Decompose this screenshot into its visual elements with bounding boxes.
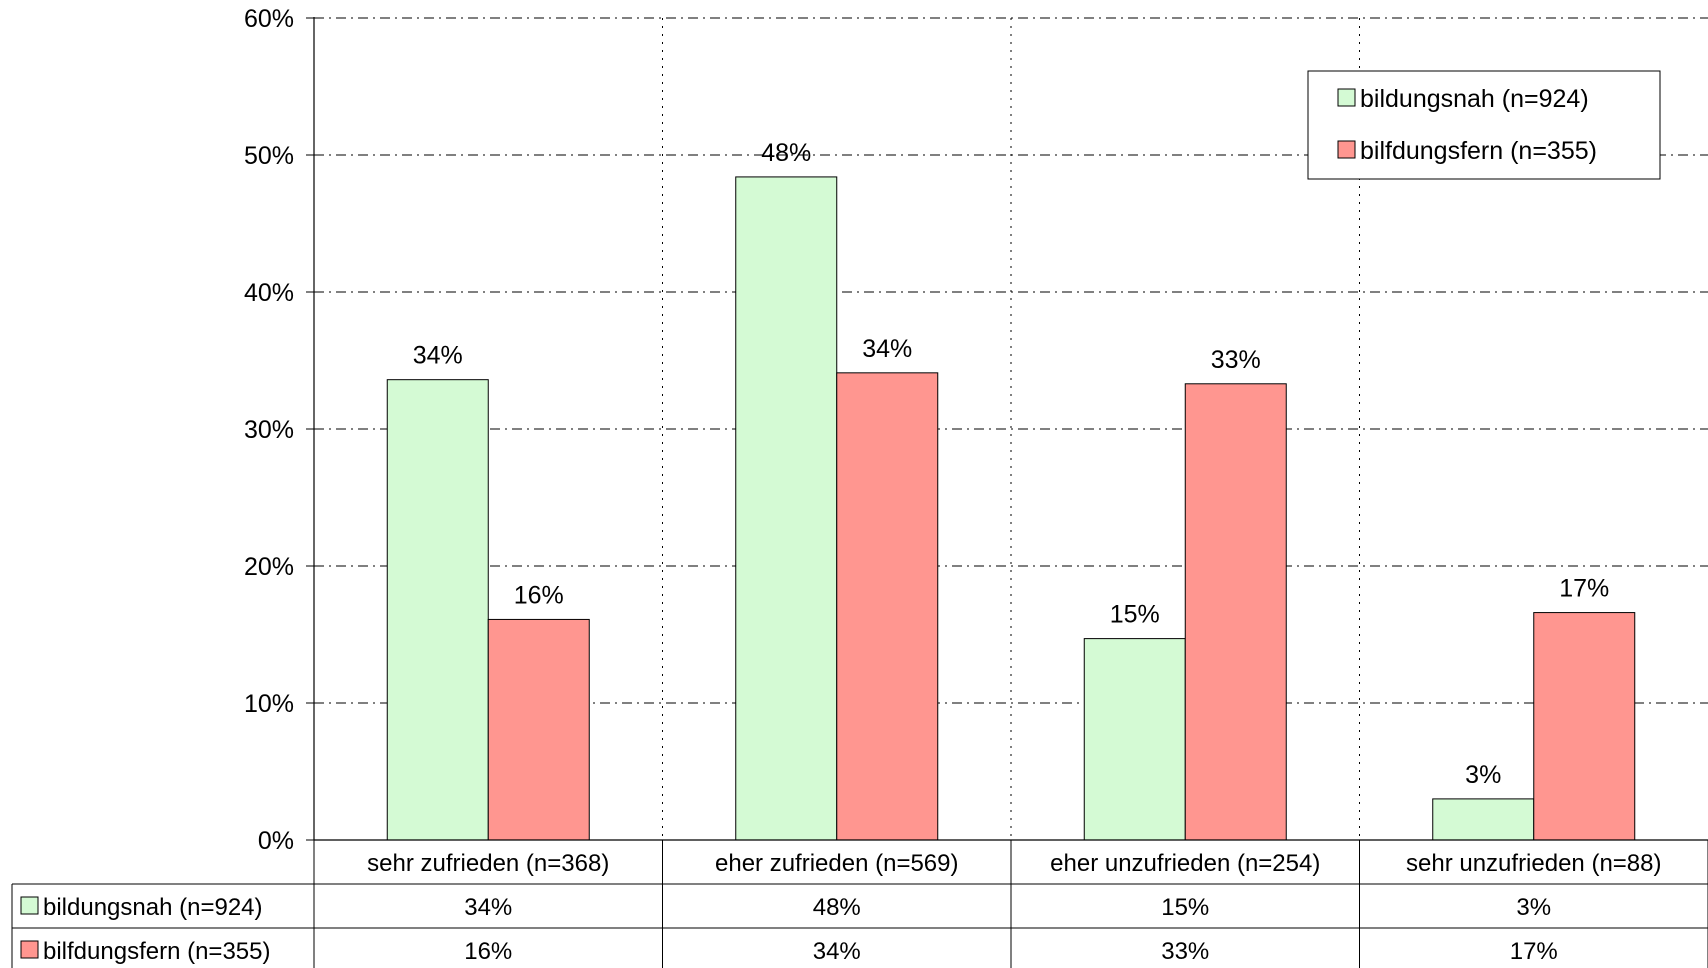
x-tick-label: sehr unzufrieden (n=88) [1406, 850, 1662, 877]
data-label: 15% [1110, 601, 1160, 629]
bar-bilfdungsfern [1533, 612, 1636, 841]
table-row-header: bildungsnah (n=924) [43, 894, 263, 921]
legend-label: bilfdungsfern (n=355) [1360, 137, 1597, 165]
table-legend-swatch [20, 896, 39, 915]
y-tick-label: 0% [258, 827, 294, 855]
table-cell: 3% [1516, 894, 1551, 921]
y-tick-label: 30% [244, 416, 294, 444]
x-tick-label: eher unzufrieden (n=254) [1050, 850, 1320, 877]
table-legend-swatch [20, 940, 39, 959]
table-cell: 34% [813, 938, 861, 965]
x-tick-label: eher zufrieden (n=569) [715, 850, 959, 877]
legend-label: bildungsnah (n=924) [1360, 85, 1589, 113]
table-cell: 17% [1510, 938, 1558, 965]
bar-bilfdungsfern [836, 372, 939, 841]
x-tick-label: sehr zufrieden (n=368) [367, 850, 609, 877]
data-label: 33% [1211, 346, 1261, 374]
legend-swatch [1337, 140, 1356, 159]
table-cell: 48% [813, 894, 861, 921]
table-cell: 16% [464, 938, 512, 965]
y-tick-label: 60% [244, 5, 294, 33]
bar-bildungsnah [1083, 638, 1186, 841]
table-row-header: bilfdungsfern (n=355) [43, 938, 270, 965]
legend-box [1307, 70, 1661, 180]
data-label: 34% [862, 335, 912, 363]
y-tick-label: 20% [244, 553, 294, 581]
bar-bildungsnah [386, 379, 489, 841]
table-cell: 15% [1161, 894, 1209, 921]
bar-bilfdungsfern [1184, 383, 1287, 841]
legend-swatch [1337, 88, 1356, 107]
axis-layer: 0% 10% 20% 30% 40% 50% 60% [244, 5, 1708, 855]
data-label: 34% [413, 342, 463, 370]
data-label: 17% [1559, 575, 1609, 603]
data-label: 16% [514, 581, 564, 609]
table-cell: 34% [464, 894, 512, 921]
bar-bilfdungsfern [487, 618, 590, 841]
legend: bildungsnah (n=924) bilfdungsfern (n=355) [1307, 70, 1661, 180]
data-label: 3% [1465, 761, 1501, 789]
y-tick-label: 10% [244, 690, 294, 718]
data-label: 48% [761, 139, 811, 167]
y-tick-label: 40% [244, 279, 294, 307]
bars-layer [386, 176, 1636, 841]
y-tick-label: 50% [244, 142, 294, 170]
labels-layer: 34% 48% 15% 3% 16% 34% 33% 17% [413, 139, 1610, 789]
bar-bildungsnah [735, 176, 838, 841]
table-cell: 33% [1161, 938, 1209, 965]
bar-bildungsnah [1432, 798, 1535, 841]
data-table: sehr zufrieden (n=368) eher zufrieden (n=… [11, 840, 1708, 968]
